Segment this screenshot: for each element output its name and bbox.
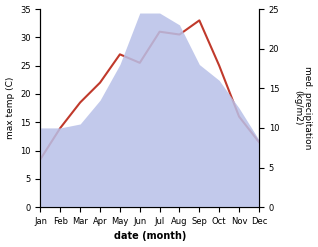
Y-axis label: med. precipitation
(kg/m2): med. precipitation (kg/m2)	[293, 66, 313, 150]
Y-axis label: max temp (C): max temp (C)	[5, 77, 15, 139]
X-axis label: date (month): date (month)	[114, 231, 186, 242]
